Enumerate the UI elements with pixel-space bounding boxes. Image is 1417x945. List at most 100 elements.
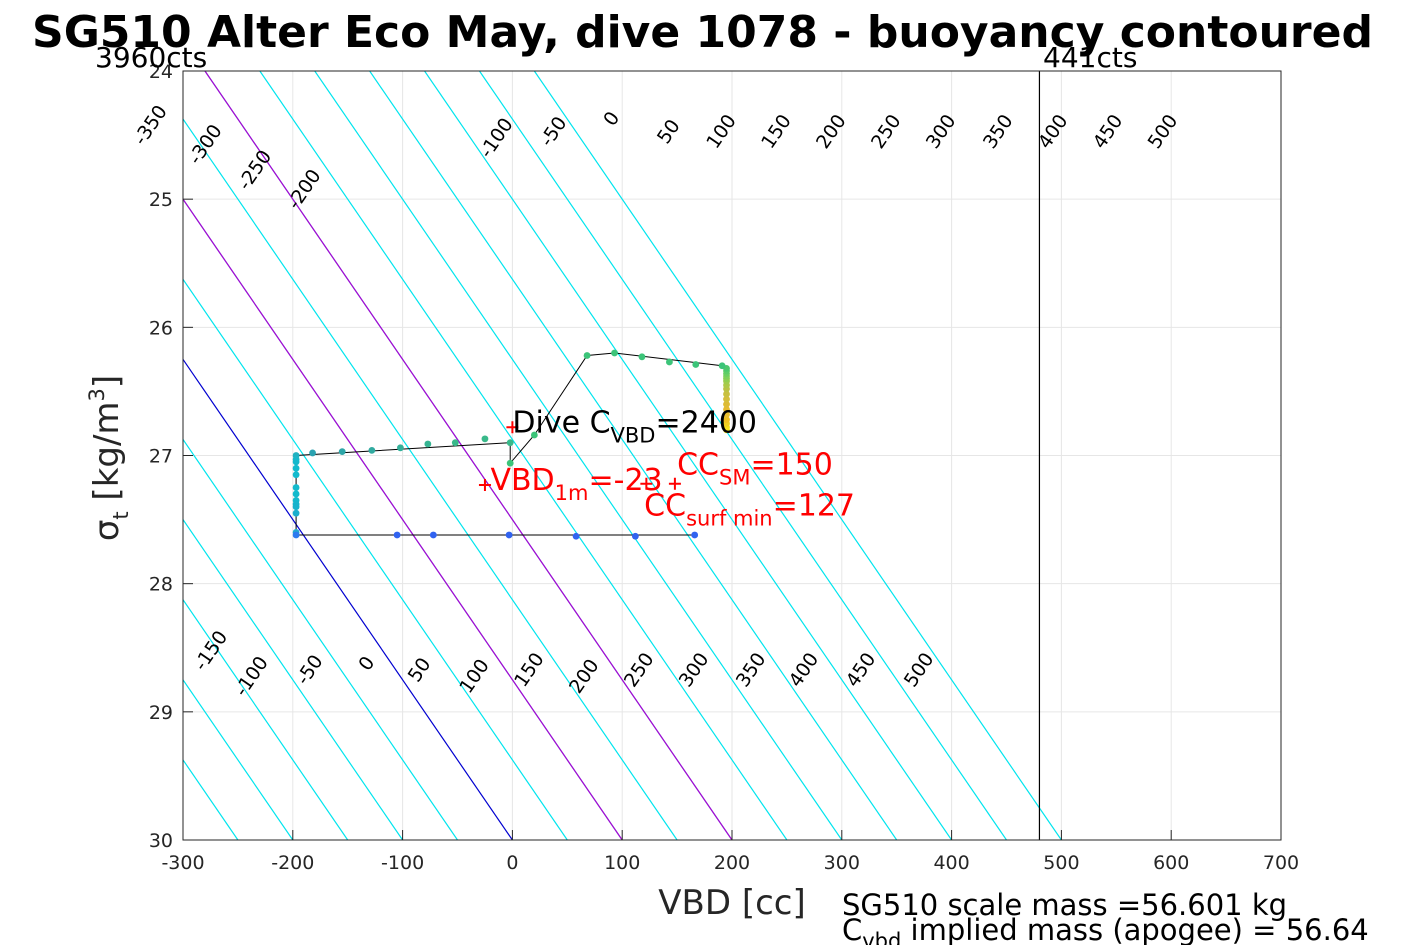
- data-point: [292, 484, 300, 491]
- x-axis-label: VBD [cc]: [658, 883, 806, 923]
- cc-surf-min-annotation: CCsurf min=127: [644, 489, 855, 531]
- x-tick-label: 400: [933, 852, 969, 874]
- y-label-units: [kg/m: [87, 401, 127, 511]
- contour-line: [478, 71, 1007, 840]
- data-point: [309, 449, 316, 457]
- count-label-left: 3960cts: [95, 41, 207, 74]
- y-label-sub: t: [109, 511, 133, 519]
- data-point: [631, 532, 639, 540]
- y-label-units-close: ]: [87, 375, 127, 388]
- data-point: [292, 464, 300, 472]
- contour-line: [369, 71, 898, 840]
- x-tick-label: -200: [271, 852, 314, 874]
- marker-cross: [668, 477, 681, 490]
- contour-line: [533, 71, 1062, 840]
- data-point: [292, 509, 300, 517]
- y-tick-label: 25: [149, 189, 173, 211]
- cc-sm-annotation: CCSM=150: [677, 448, 833, 490]
- ann-ccsurf-pre: CC: [644, 489, 686, 524]
- contour-line: [183, 518, 404, 840]
- dive-cvbd-annotation: Dive CVBD=2400: [512, 405, 757, 447]
- scale-mass-note: SG510 scale mass =56.601 kg: [842, 888, 1287, 922]
- x-tick-label: 0: [506, 852, 518, 874]
- contour-line: [259, 71, 788, 840]
- ann-ccsm-sub: SM: [719, 466, 750, 490]
- data-point: [368, 446, 376, 454]
- data-point: [718, 362, 726, 370]
- data-point: [292, 458, 300, 466]
- contour-line-zero: [183, 358, 513, 840]
- data-point: [451, 439, 459, 447]
- data-point: [506, 459, 514, 467]
- implied-mass-note: Cvbd implied mass (apogee) = 56.64: [842, 913, 1369, 945]
- ann-ccsm-post: =150: [750, 448, 832, 483]
- data-point: [292, 471, 300, 479]
- marker-cross: [506, 421, 519, 434]
- x-tick-label: 300: [824, 852, 860, 874]
- contour-label: -350: [129, 101, 172, 149]
- data-point: [723, 395, 730, 403]
- x-tick-label: 500: [1043, 852, 1079, 874]
- marker-cross: [478, 478, 491, 491]
- ann-cvbd-sub: VBD: [611, 423, 656, 447]
- data-point: [723, 416, 730, 424]
- marker-cross: [640, 477, 653, 490]
- x-axis-ticks: -300 -200 -100 0 100 200 300 400 500 600 700: [161, 830, 1299, 874]
- x-tick-label: 200: [714, 852, 750, 874]
- contour-line-magenta: [204, 71, 733, 840]
- data-point: [292, 503, 300, 511]
- y-tick-label: 24: [149, 61, 173, 83]
- contour-line: [424, 71, 953, 840]
- y-axis-ticks: 24 25 26 27 28 29 30: [149, 61, 193, 852]
- data-point: [292, 531, 300, 539]
- marker-crosses: [478, 421, 681, 491]
- ann-ccsm-pre: CC: [677, 448, 719, 483]
- y-tick-label: 26: [149, 317, 173, 339]
- contour-line: [183, 118, 678, 840]
- y-label-units-sup: 3: [85, 388, 109, 401]
- y-tick-label: 27: [149, 446, 173, 468]
- ann-vbd1m-post: =-23: [588, 463, 662, 498]
- y-tick-label: 29: [149, 702, 173, 724]
- data-point: [691, 531, 699, 539]
- chart-title: SG510 Alter Eco May, dive 1078 - buoyanc…: [32, 7, 1373, 58]
- x-tick-label: 600: [1153, 852, 1189, 874]
- x-tick-label: -100: [381, 852, 424, 874]
- data-point: [583, 352, 591, 359]
- count-label-right: 441cts: [1043, 41, 1137, 74]
- data-point: [611, 349, 618, 357]
- ann-ccsurf-sub: surf min: [686, 507, 773, 531]
- contour-line: [314, 71, 843, 840]
- y-label-sigma: σ: [87, 520, 127, 542]
- contour-line: [183, 438, 458, 840]
- data-point: [393, 531, 401, 539]
- data-point: [692, 361, 700, 368]
- ann-cvbd-post: =2400: [655, 405, 756, 440]
- implied-mass-pre: C: [842, 913, 862, 945]
- data-point: [666, 358, 673, 366]
- y-tick-label: 30: [149, 830, 173, 852]
- x-tick-label: 100: [604, 852, 640, 874]
- data-point: [638, 353, 646, 361]
- data-point: [506, 439, 514, 447]
- data-point: [338, 448, 346, 456]
- x-tick-label: 700: [1263, 852, 1299, 874]
- vbd-1m-annotation: VBD1m=-23: [490, 463, 662, 505]
- contour-line: [183, 598, 349, 840]
- data-point: [429, 531, 437, 539]
- data-point: [723, 390, 730, 398]
- data-point: [505, 531, 513, 539]
- ann-ccsurf-post: =127: [773, 489, 855, 524]
- data-points: [292, 349, 730, 540]
- data-point: [481, 435, 489, 443]
- y-tick-label: 28: [149, 574, 173, 596]
- ann-cvbd-pre: Dive C: [512, 405, 610, 440]
- data-point: [397, 444, 404, 452]
- ann-vbd1m-sub: 1m: [555, 481, 589, 505]
- data-point: [424, 440, 432, 448]
- data-point: [572, 532, 580, 540]
- implied-mass-post: implied mass (apogee) = 56.64: [901, 913, 1368, 945]
- x-tick-label: -300: [161, 852, 204, 874]
- data-point: [530, 431, 538, 439]
